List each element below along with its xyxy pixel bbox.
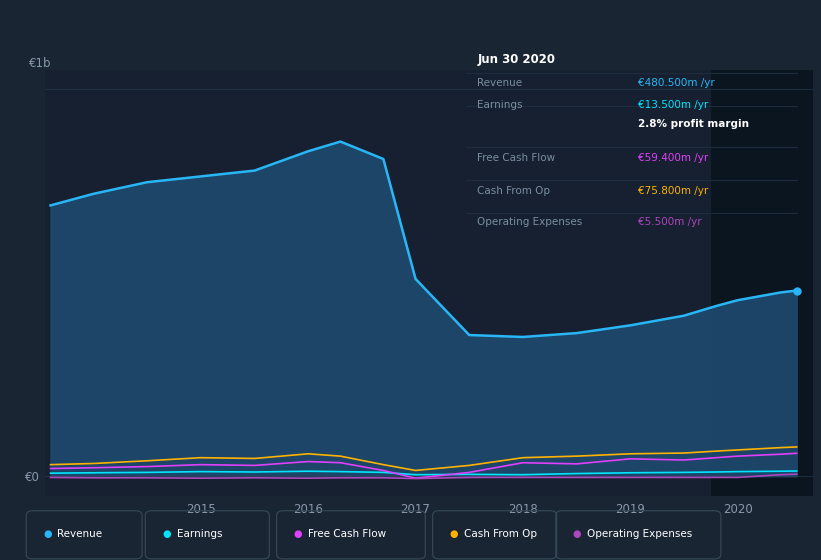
Text: Operating Expenses: Operating Expenses <box>587 529 692 539</box>
Text: ●: ● <box>163 529 171 539</box>
Text: €5.500m /yr: €5.500m /yr <box>639 217 702 227</box>
Text: Free Cash Flow: Free Cash Flow <box>308 529 386 539</box>
Text: €75.800m /yr: €75.800m /yr <box>639 186 709 195</box>
Text: Earnings: Earnings <box>177 529 222 539</box>
Text: Cash From Op: Cash From Op <box>464 529 537 539</box>
Text: Revenue: Revenue <box>477 78 522 88</box>
Text: Jun 30 2020: Jun 30 2020 <box>477 54 555 67</box>
Text: Revenue: Revenue <box>57 529 103 539</box>
Text: ●: ● <box>450 529 458 539</box>
Text: ●: ● <box>44 529 52 539</box>
Text: ●: ● <box>573 529 581 539</box>
Text: Earnings: Earnings <box>477 100 523 110</box>
Text: Free Cash Flow: Free Cash Flow <box>477 153 555 163</box>
Text: €13.500m /yr: €13.500m /yr <box>639 100 709 110</box>
Bar <box>711 70 821 496</box>
Text: 2.8% profit margin: 2.8% profit margin <box>639 119 750 129</box>
Text: €1b: €1b <box>29 57 51 70</box>
Text: €59.400m /yr: €59.400m /yr <box>639 153 709 163</box>
Text: Operating Expenses: Operating Expenses <box>477 217 582 227</box>
Text: Cash From Op: Cash From Op <box>477 186 550 195</box>
Text: €480.500m /yr: €480.500m /yr <box>639 78 715 88</box>
Text: ●: ● <box>294 529 302 539</box>
